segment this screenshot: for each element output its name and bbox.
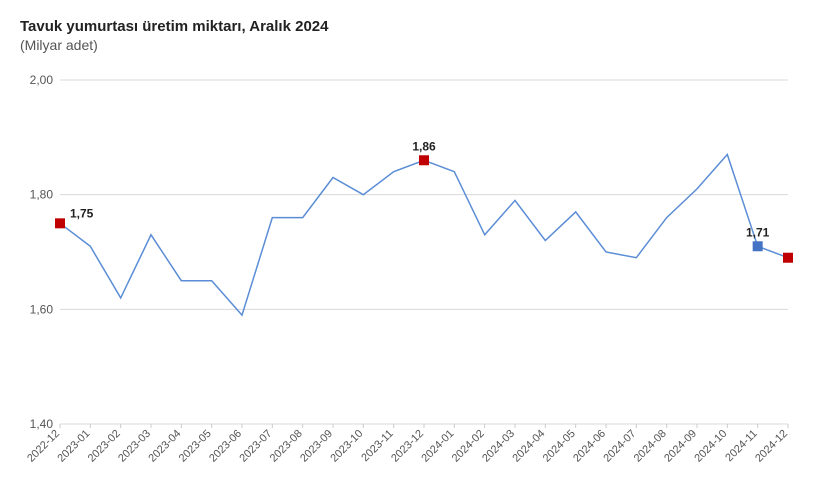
chart-title: Tavuk yumurtası üretim miktarı, Aralık 2… xyxy=(20,18,798,35)
data-series-line xyxy=(60,155,788,316)
highlight-marker xyxy=(753,241,763,251)
highlight-marker xyxy=(783,253,793,263)
highlight-marker xyxy=(419,155,429,165)
highlight-label: 1,71 xyxy=(746,225,770,239)
chart-subtitle: (Milyar adet) xyxy=(20,37,798,53)
x-axis-tick-label: 2023-03 xyxy=(116,428,153,465)
y-axis-tick-label: 1,60 xyxy=(30,302,54,316)
x-axis-tick-label: 2023-05 xyxy=(177,428,214,465)
y-axis-tick-label: 1,40 xyxy=(30,417,54,431)
x-axis-tick-label: 2024-05 xyxy=(541,428,578,465)
x-axis-tick-label: 2023-02 xyxy=(86,428,123,465)
x-axis-tick-label: 2023-04 xyxy=(146,428,183,465)
x-axis-tick-label: 2023-12 xyxy=(389,428,426,465)
x-axis-tick-label: 2024-02 xyxy=(450,428,487,465)
x-axis-tick-label: 2024-08 xyxy=(632,428,669,465)
highlight-marker xyxy=(55,218,65,228)
chart-plot-area: 2,001,801,601,402022-122023-012023-02202… xyxy=(20,70,798,494)
y-axis-tick-label: 2,00 xyxy=(30,73,54,87)
x-axis-tick-label: 2023-01 xyxy=(55,428,92,465)
x-axis-tick-label: 2022-12 xyxy=(25,428,62,465)
x-axis-tick-label: 2024-04 xyxy=(510,428,547,465)
x-axis-tick-label: 2023-08 xyxy=(268,428,305,465)
highlight-label: 1,75 xyxy=(70,206,94,220)
x-axis-tick-label: 2024-10 xyxy=(692,428,729,465)
x-axis-tick-label: 2024-09 xyxy=(662,428,699,465)
x-axis-tick-label: 2024-06 xyxy=(571,428,608,465)
chart-container: Tavuk yumurtası üretim miktarı, Aralık 2… xyxy=(0,0,818,504)
x-axis-tick-label: 2024-07 xyxy=(601,428,638,465)
y-axis-tick-label: 1,80 xyxy=(30,188,54,202)
x-axis-tick-label: 2023-09 xyxy=(298,428,335,465)
line-chart-svg: 2,001,801,601,402022-122023-012023-02202… xyxy=(20,70,798,494)
x-axis-tick-label: 2024-12 xyxy=(753,428,790,465)
x-axis-tick-label: 2023-10 xyxy=(328,428,365,465)
x-axis-tick-label: 2024-03 xyxy=(480,428,517,465)
x-axis-tick-label: 2023-07 xyxy=(237,428,274,465)
highlight-label: 1,86 xyxy=(412,139,436,153)
x-axis-tick-label: 2024-01 xyxy=(419,428,456,465)
x-axis-tick-label: 2023-06 xyxy=(207,428,244,465)
